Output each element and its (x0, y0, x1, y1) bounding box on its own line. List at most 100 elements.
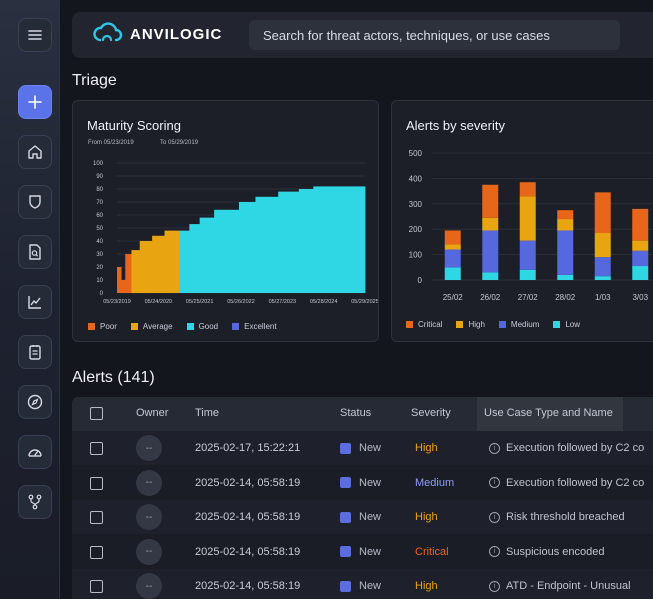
info-icon: i (489, 580, 500, 592)
legend-poor: Poor (88, 322, 117, 331)
sidebar-item-investigate[interactable] (18, 235, 52, 269)
status-text: New (359, 442, 382, 454)
maturity-step-good (278, 191, 300, 293)
row-checkbox[interactable] (90, 511, 103, 524)
owner-avatar[interactable]: -- (136, 469, 162, 496)
status-swatch (340, 580, 351, 592)
y-tick-label: 10 (96, 278, 103, 284)
legend-average: Average (130, 322, 173, 331)
gauge-icon (28, 449, 42, 457)
table-row[interactable]: -- 2025-02-14, 05:58:19 New High i ATD - Endp… (72, 569, 653, 599)
bar-low (557, 274, 574, 280)
workflow-icon (28, 494, 42, 510)
select-all-checkbox[interactable] (90, 407, 103, 420)
column-severity[interactable]: Severity (411, 407, 451, 419)
alert-time: 2025-02-14, 05:58:19 (195, 545, 301, 558)
status-badge[interactable]: New (340, 580, 381, 592)
bar-low (519, 269, 536, 280)
sidebar-item-reports[interactable] (18, 335, 52, 369)
alerts-title: Alerts (141) (72, 369, 155, 386)
use-case-name: ATD - Endpoint - Unusual (506, 580, 631, 592)
top-bar: ANVILOGIC Search for threat actors, tech… (72, 12, 653, 58)
x-tick-label: 05/26/2022 (227, 299, 255, 305)
owner-avatar[interactable]: -- (136, 573, 162, 599)
menu-icon (28, 30, 42, 40)
table-header: Owner Time Status Severity Use Case Type… (72, 397, 653, 431)
bar-medium (594, 257, 611, 277)
y-tick-label: 80 (96, 187, 103, 193)
column-time[interactable]: Time (195, 407, 220, 419)
alert-time: 2025-02-14, 05:58:19 (195, 511, 301, 523)
y-tick-label: 90 (96, 174, 103, 180)
legend-medium: Medium (498, 320, 539, 329)
x-tick-label: 25/02 (443, 293, 464, 302)
sidebar-item-security[interactable] (18, 185, 52, 219)
status-text: New (359, 476, 382, 489)
alert-time: 2025-02-14, 05:58:19 (195, 580, 301, 592)
column-use-case[interactable]: Use Case Type and Name (484, 407, 613, 419)
table-row[interactable]: -- 2025-02-14, 05:58:19 New Critical i Suspic… (72, 535, 653, 569)
bar-critical (519, 182, 536, 197)
search-input[interactable]: Search for threat actors, techniques, or… (249, 20, 620, 50)
logo[interactable]: ANVILOGIC (92, 22, 222, 46)
row-checkbox[interactable] (90, 580, 103, 593)
y-tick-label: 500 (409, 149, 423, 158)
legend-swatch (232, 323, 240, 330)
row-checkbox[interactable] (90, 545, 103, 559)
table-row[interactable]: -- 2025-02-14, 05:58:19 New Medium i Executio… (72, 466, 653, 500)
sidebar-item-analytics[interactable] (18, 285, 52, 319)
bar-low (594, 276, 611, 280)
status-swatch (340, 511, 351, 523)
use-case[interactable]: i ATD - Endpoint - Unusual (489, 580, 631, 592)
info-icon: i (489, 511, 500, 523)
y-tick-label: 60 (96, 213, 103, 219)
date-from: From 05/23/2019 (88, 140, 134, 146)
date-to: To 05/29/2019 (160, 140, 199, 146)
maturity-step-average (131, 250, 141, 293)
use-case[interactable]: i Execution followed by C2 co (489, 477, 644, 489)
column-status[interactable]: Status (340, 407, 372, 419)
bar-medium (632, 250, 649, 267)
use-case[interactable]: i Risk threshold breached (489, 511, 625, 523)
sidebar (0, 0, 60, 599)
use-case[interactable]: i Execution followed by C2 co (489, 442, 644, 454)
menu-button[interactable] (18, 18, 52, 52)
row-checkbox[interactable] (90, 476, 103, 490)
y-tick-label: 20 (96, 265, 103, 271)
maturity-step-good (313, 186, 366, 293)
legend-low: Low (553, 320, 580, 329)
shield-icon (29, 195, 41, 209)
row-checkbox[interactable] (90, 442, 103, 455)
legend-swatch (186, 323, 194, 330)
use-case[interactable]: i Suspicious encoded (489, 546, 604, 558)
add-button[interactable] (18, 85, 52, 119)
owner-avatar[interactable]: -- (136, 435, 162, 461)
bar-critical (557, 210, 574, 220)
status-badge[interactable]: New (340, 477, 381, 489)
table-row[interactable]: -- 2025-02-17, 15:22:21 New High i Execution … (72, 431, 653, 465)
owner-avatar[interactable]: -- (136, 538, 162, 565)
table-row[interactable]: -- 2025-02-14, 05:58:19 New High i Risk thres… (72, 500, 653, 534)
y-tick-label: 70 (96, 200, 103, 206)
maturity-step-average (152, 235, 165, 293)
severity-legend: Critical High Medium Low (406, 320, 580, 329)
x-tick-label: 05/29/2025 (351, 299, 378, 305)
sidebar-item-performance[interactable] (18, 435, 52, 469)
severity-chart: 0 100 200 300 400 500 25/02 26/02 27/02 28/02 1/03… (409, 149, 653, 302)
status-badge[interactable]: New (340, 546, 381, 558)
legend-swatch (88, 323, 95, 330)
maturity-step-poor (121, 280, 126, 293)
plus-icon (28, 95, 42, 109)
sidebar-item-workflows[interactable] (18, 485, 52, 519)
bar-high (482, 217, 499, 231)
cloud-logo-icon (93, 22, 123, 42)
sidebar-item-explore[interactable] (18, 385, 52, 419)
status-badge[interactable]: New (340, 511, 381, 523)
y-tick-label: 0 (418, 276, 423, 285)
owner-avatar[interactable]: -- (136, 504, 162, 530)
column-owner[interactable]: Owner (136, 407, 169, 419)
status-badge[interactable]: New (340, 442, 381, 454)
legend-excellent: Excellent (232, 322, 277, 331)
maturity-title: Maturity Scoring (87, 118, 181, 133)
sidebar-item-home[interactable] (18, 135, 52, 169)
